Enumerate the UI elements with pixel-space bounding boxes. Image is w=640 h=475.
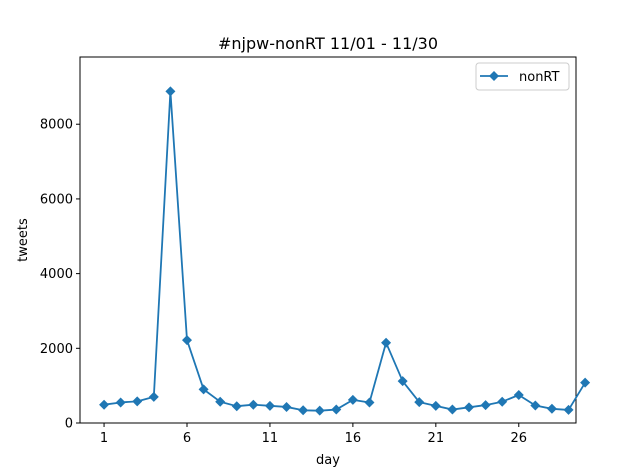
legend-diamond-marker [489,71,499,81]
data-point [480,400,491,411]
data-point [215,396,226,407]
series-line [103,90,586,412]
y-axis-ticks: 0 2000 4000 6000 8000 [40,118,80,432]
data-point [181,335,192,346]
data-point [347,394,358,405]
data-point [331,404,342,415]
data-point [148,391,159,402]
x-axis-title: day [316,453,340,468]
chart-title: #njpw-nonRT 11/01 - 11/30 [218,34,438,53]
data-point [381,337,392,348]
data-point [546,403,557,414]
x-tick-label: 6 [183,431,191,446]
legend-label-nonrt: nonRT [519,70,560,85]
plot-frame [79,56,577,424]
data-point [165,86,176,97]
y-tick-label: 8000 [40,118,73,133]
data-point [430,400,441,411]
x-axis-ticks: 1 6 11 16 21 26 [100,423,527,446]
data-point [198,384,209,395]
data-point [414,397,425,408]
data-point [298,405,309,416]
data-point [231,401,242,412]
data-point [115,397,126,408]
y-tick-label: 4000 [40,267,73,282]
y-tick-label: 2000 [40,342,73,357]
data-point [464,402,475,413]
x-tick-label: 11 [262,431,279,446]
data-point [397,376,408,387]
data-point [264,400,275,411]
x-tick-label: 26 [510,431,527,446]
data-point [447,404,458,415]
data-point [248,399,259,410]
data-point [563,404,574,415]
data-point [314,405,325,416]
data-point [497,396,508,407]
y-tick-label: 6000 [40,192,73,207]
data-point [580,377,591,388]
data-point [281,401,292,412]
data-point [132,396,143,407]
data-point [530,400,541,411]
x-tick-label: 16 [345,431,362,446]
data-point [99,399,110,410]
legend-box [475,62,570,91]
series-nonrt [99,86,591,416]
x-tick-label: 1 [100,431,108,446]
y-axis-title: tweets [16,218,31,262]
x-tick-label: 21 [428,431,445,446]
y-tick-label: 0 [65,417,73,432]
legend: nonRT [475,62,570,91]
data-point [364,397,375,408]
data-point [513,389,524,400]
